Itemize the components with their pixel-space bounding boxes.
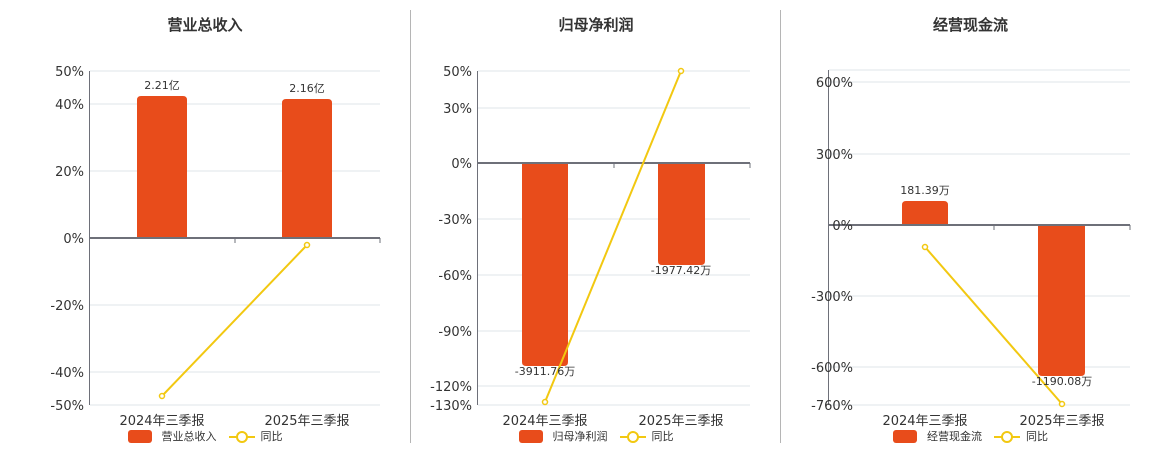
- x-category-label: 2024年三季报: [119, 414, 204, 429]
- bar-value-label: 181.39万: [900, 184, 950, 197]
- svg-text:-20%: -20%: [50, 299, 84, 314]
- chart-legend: 经营现金流 同比: [781, 428, 1160, 444]
- legend-bar-label[interactable]: 经营现金流: [927, 430, 982, 443]
- yoy-point-2025[interactable]: [1058, 400, 1066, 408]
- chart-legend: 归母净利润 同比: [411, 428, 781, 444]
- legend-line-swatch[interactable]: [228, 430, 255, 443]
- yoy-point-2025[interactable]: [677, 67, 685, 75]
- bar-value-label: -3911.76万: [515, 365, 575, 378]
- svg-text:-60%: -60%: [438, 269, 472, 284]
- panel-divider: [780, 10, 781, 443]
- bar-2025[interactable]: [282, 99, 332, 238]
- svg-text:-50%: -50%: [50, 399, 84, 414]
- svg-text:600%: 600%: [816, 76, 853, 91]
- chart-panel-net-profit: 归母净利润 50% 30% 0% -30% -60% -90% -120% -1: [411, 0, 781, 450]
- svg-text:0%: 0%: [451, 157, 472, 172]
- legend-line-swatch[interactable]: [994, 430, 1020, 443]
- yoy-point-2024[interactable]: [541, 398, 549, 406]
- bar-value-label: 2.16亿: [289, 82, 325, 95]
- legend-line-label[interactable]: 同比: [1026, 430, 1048, 443]
- bar-2024[interactable]: [137, 96, 187, 238]
- x-category-label: 2025年三季报: [264, 414, 349, 429]
- svg-text:-30%: -30%: [438, 213, 472, 228]
- chart-title: 归母净利润: [558, 16, 634, 34]
- chart-plot: 50% 40% 20% 0% -20% -40% -50% 2.21亿 2.16…: [50, 65, 381, 429]
- yoy-point-2025[interactable]: [303, 241, 311, 249]
- svg-text:-300%: -300%: [811, 290, 853, 305]
- legend-line-swatch[interactable]: [619, 430, 646, 443]
- svg-text:50%: 50%: [443, 65, 472, 80]
- svg-text:30%: 30%: [443, 102, 472, 117]
- svg-text:-120%: -120%: [430, 380, 472, 395]
- svg-text:20%: 20%: [55, 165, 84, 180]
- legend-bar-swatch[interactable]: [518, 429, 543, 443]
- svg-text:-760%: -760%: [811, 399, 853, 414]
- svg-text:0%: 0%: [63, 232, 84, 247]
- chart-panel-revenue: 营业总收入 50% 40% 20% 0% -20% -40%: [0, 0, 410, 450]
- svg-text:-40%: -40%: [50, 366, 84, 381]
- legend-bar-label[interactable]: 归母净利润: [552, 430, 608, 443]
- bar-value-label: -1977.42万: [651, 264, 711, 277]
- yoy-line: [161, 244, 308, 397]
- svg-text:-130%: -130%: [430, 399, 472, 414]
- y-tick-labels: 600% 300% 0% -300% -600% -760%: [811, 76, 853, 414]
- chart-title: 经营现金流: [932, 16, 1008, 34]
- bar-2024[interactable]: [522, 163, 568, 366]
- grid-lines: [478, 70, 750, 406]
- svg-text:40%: 40%: [55, 98, 84, 113]
- y-tick-labels: 50% 40% 20% 0% -20% -40% -50%: [50, 65, 84, 414]
- bar-2025[interactable]: [1038, 225, 1085, 376]
- yoy-point-2024[interactable]: [158, 392, 166, 400]
- panel-divider: [410, 10, 411, 443]
- chart-plot: 50% 30% 0% -30% -60% -90% -120% -130% -3…: [430, 65, 751, 429]
- chart-legend: 营业总收入 同比: [0, 428, 410, 444]
- bar-value-label: 2.21亿: [144, 79, 180, 92]
- chart-title: 营业总收入: [167, 16, 243, 34]
- x-category-label: 2024年三季报: [882, 414, 967, 429]
- svg-text:50%: 50%: [55, 65, 84, 80]
- yoy-point-2024[interactable]: [921, 243, 929, 251]
- x-category-label: 2024年三季报: [502, 414, 587, 429]
- yoy-line: [544, 70, 682, 403]
- y-tick-labels: 50% 30% 0% -30% -60% -90% -120% -130%: [430, 65, 472, 414]
- legend-line-label[interactable]: 同比: [260, 430, 283, 443]
- svg-text:-600%: -600%: [811, 361, 853, 376]
- legend-bar-label[interactable]: 营业总收入: [161, 430, 217, 443]
- svg-text:-90%: -90%: [438, 325, 472, 340]
- svg-text:0%: 0%: [832, 219, 853, 234]
- chart-panel-operating-cash-flow: 经营现金流 600% 300% 0% -300% -600% -760% 181…: [781, 0, 1160, 450]
- yoy-line: [924, 246, 1063, 405]
- bar-value-label: -1190.08万: [1032, 375, 1092, 388]
- x-category-label: 2025年三季报: [638, 414, 723, 429]
- legend-bar-swatch[interactable]: [127, 429, 152, 443]
- bar-2025[interactable]: [658, 163, 705, 265]
- svg-text:300%: 300%: [816, 148, 853, 163]
- x-category-label: 2025年三季报: [1019, 414, 1104, 429]
- bar-2024[interactable]: [902, 201, 948, 225]
- legend-line-label[interactable]: 同比: [651, 430, 674, 443]
- legend-bar-swatch[interactable]: [893, 429, 917, 443]
- chart-plot: 600% 300% 0% -300% -600% -760% 181.39万 -…: [811, 69, 1131, 429]
